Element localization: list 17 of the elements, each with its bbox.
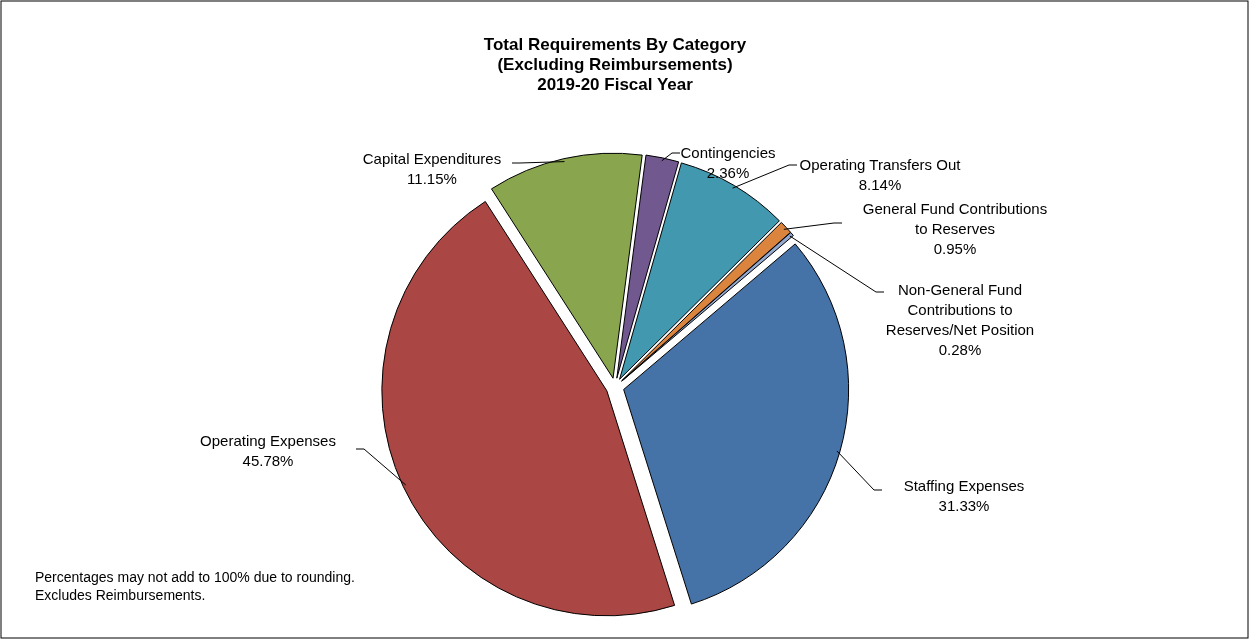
slice-label: Operating Expenses (200, 432, 336, 449)
data-label: 8.14% (858, 176, 902, 193)
data-label: 45.78% (242, 452, 294, 469)
slice-label: Non-General Fund Contributions to Reserves/Net Position (885, 281, 1035, 338)
slice-label: Operating Transfers Out (799, 156, 962, 173)
slice-label: Contingencies (680, 144, 776, 161)
slice-label: Staffing Expenses (903, 477, 1025, 494)
text: Percentages may not add to 100% due to rounding. (35, 569, 355, 585)
chart-title: Total Requirements By Category (Excluding Reimbursements) 2019-20 Fiscal Year (483, 35, 747, 94)
data-label: 2.36% (706, 164, 750, 181)
text: Excludes Reimbursements. (35, 587, 206, 603)
data-label: 11.15% (407, 170, 457, 187)
slice-label: Capital Expenditures (362, 150, 502, 167)
data-label: 31.33% (938, 497, 990, 514)
legend-label: General Fund Contributions to Reserves (862, 200, 1048, 237)
data-label: 0.95% (933, 240, 977, 257)
data-label: 0.28% (938, 341, 982, 358)
